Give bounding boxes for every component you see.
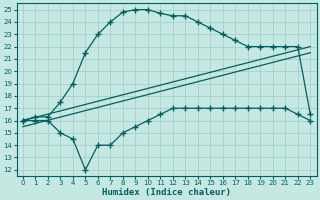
X-axis label: Humidex (Indice chaleur): Humidex (Indice chaleur) [102, 188, 231, 197]
